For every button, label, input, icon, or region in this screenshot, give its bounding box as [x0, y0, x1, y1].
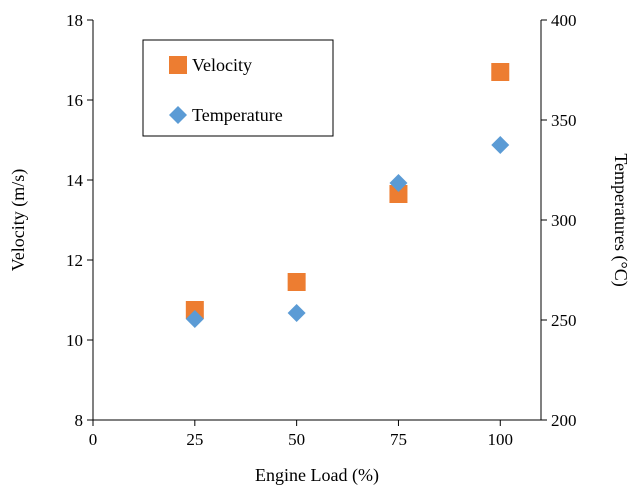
legend-label: Temperature	[192, 105, 283, 125]
y-left-tick-label: 14	[66, 171, 84, 190]
x-tick-label: 50	[288, 430, 305, 449]
legend: Velocity Temperature	[143, 40, 333, 136]
velocity-point	[491, 63, 509, 81]
y-axis-right-title: Temperatures (°C)	[610, 153, 631, 286]
y-right-tick-label: 350	[551, 111, 577, 130]
y-left-tick-label: 12	[66, 251, 83, 270]
temperature-point	[491, 136, 509, 154]
y-left-tick-label: 18	[66, 11, 83, 30]
y-right-tick-label: 300	[551, 211, 577, 230]
temperature-point	[288, 304, 306, 322]
y-axis-left-title: Velocity (m/s)	[8, 169, 29, 271]
y-right-tick-label: 200	[551, 411, 577, 430]
y-left-tick-label: 16	[66, 91, 83, 110]
x-tick-label: 100	[488, 430, 514, 449]
legend-square-marker	[169, 56, 187, 74]
velocity-point	[288, 273, 306, 291]
x-tick-label: 25	[186, 430, 203, 449]
x-axis-title: Engine Load (%)	[255, 465, 379, 486]
y-left-tick-label: 10	[66, 331, 83, 350]
y-right-tick-label: 250	[551, 311, 577, 330]
x-tick-label: 75	[390, 430, 407, 449]
x-tick-label: 0	[89, 430, 98, 449]
y-left-tick-label: 8	[75, 411, 84, 430]
y-right-tick-label: 400	[551, 11, 577, 30]
legend-label: Velocity	[192, 55, 252, 75]
